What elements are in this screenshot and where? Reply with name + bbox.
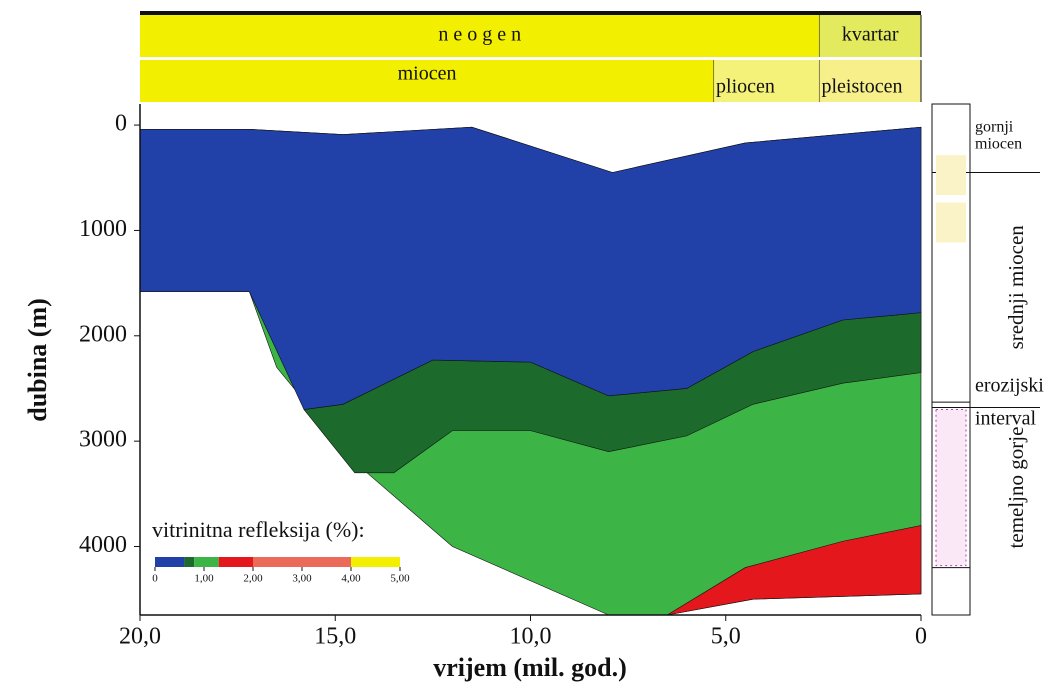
x-axis-title: vrijem (mil. god.) <box>433 653 627 682</box>
period-label: miocen <box>398 63 457 85</box>
legend-band <box>218 557 253 567</box>
y-tick-label: 3000 <box>79 427 127 453</box>
y-tick-label: 1000 <box>79 216 127 242</box>
x-tick-label: 5,0 <box>711 624 741 650</box>
column-label: erozijski <box>975 375 1044 397</box>
period-bar <box>819 15 921 57</box>
period-label: pliocen <box>716 76 775 98</box>
x-tick-label: 20,0 <box>119 624 161 650</box>
legend-title: vitrinitna refleksija (%): <box>152 517 365 542</box>
legend-tick-label: 2,00 <box>243 573 263 585</box>
column-label: gornji <box>975 119 1014 136</box>
column-label: miocen <box>975 136 1022 153</box>
column-label: srednji miocen <box>1004 225 1028 350</box>
legend-tick-label: 1,00 <box>194 573 214 585</box>
period-label: kvartar <box>842 24 899 46</box>
period-bar <box>140 15 820 57</box>
column-fill <box>935 408 967 567</box>
y-tick-label: 2000 <box>79 321 127 347</box>
legend-tick-label: 0 <box>152 573 158 585</box>
y-tick-label: 4000 <box>79 532 127 558</box>
y-axis-title: dubina (m) <box>23 298 52 422</box>
column-fill <box>936 202 966 243</box>
legend-band <box>194 557 219 567</box>
period-bar <box>140 60 715 102</box>
legend-tick-label: 4,00 <box>341 573 361 585</box>
legend-tick-label: 3,00 <box>292 573 312 585</box>
x-tick-label: 0 <box>915 624 927 650</box>
legend-band <box>253 557 351 567</box>
maturity-zone <box>667 525 922 616</box>
maturity-zone <box>139 126 922 410</box>
period-bar <box>819 60 921 102</box>
legend-band <box>351 557 400 567</box>
y-tick-label: 0 <box>115 111 127 137</box>
column-label: interval <box>975 408 1037 430</box>
legend-tick-label: 5,00 <box>390 573 410 585</box>
period-bar <box>714 60 820 102</box>
x-tick-label: 15,0 <box>314 624 356 650</box>
column-label: temeljno gorje <box>1004 427 1028 549</box>
legend-band <box>155 557 185 567</box>
legend-band <box>184 557 195 567</box>
column-fill <box>936 155 966 196</box>
period-label: pleistocen <box>821 76 902 98</box>
period-label: n e o g e n <box>438 24 521 46</box>
x-tick-label: 10,0 <box>510 624 552 650</box>
